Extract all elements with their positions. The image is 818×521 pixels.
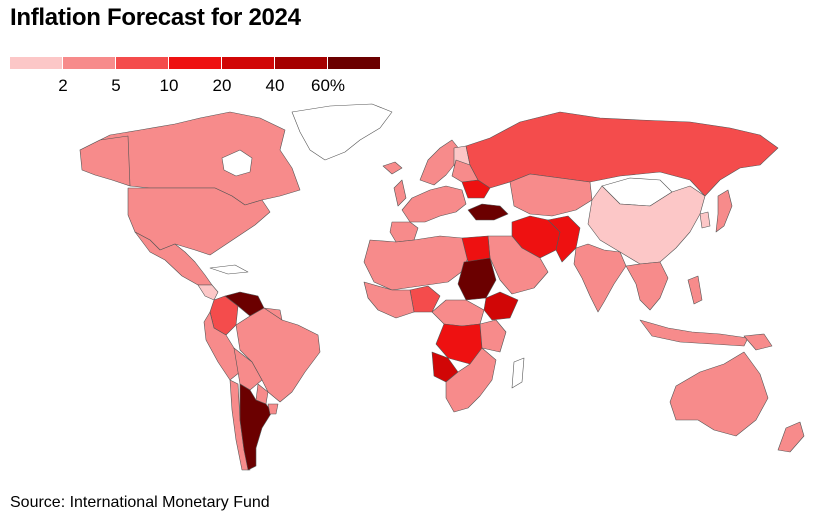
region-southern-africa — [445, 347, 497, 413]
region-greenland — [291, 103, 393, 161]
region-hudson-bay — [221, 149, 253, 177]
region-east-africa — [479, 319, 507, 353]
region-new-zealand — [777, 421, 805, 453]
legend-swatch-3 — [116, 57, 168, 69]
legend-tick-2: 5 — [111, 76, 121, 95]
region-peru — [203, 311, 241, 381]
region-chile — [229, 379, 251, 471]
region-madagascar — [511, 357, 525, 389]
region-turkey — [467, 203, 509, 221]
region-uruguay — [267, 403, 279, 415]
legend-swatch-4 — [169, 57, 221, 69]
region-alaska — [79, 135, 131, 187]
region-central-america — [197, 284, 219, 301]
region-western-europe — [401, 185, 467, 223]
region-west-africa — [363, 281, 415, 319]
region-sudan — [457, 257, 497, 301]
region-cuba — [209, 264, 249, 275]
region-png — [743, 333, 773, 351]
region-north-africa — [363, 235, 471, 291]
region-central-africa — [431, 299, 485, 327]
legend-tick-3: 10 — [159, 76, 179, 95]
region-china — [587, 185, 706, 265]
region-india — [573, 243, 627, 313]
legend-tick-1: 2 — [58, 76, 68, 95]
legend-swatch-2 — [63, 57, 115, 69]
region-mexico — [134, 231, 213, 286]
region-philippines — [687, 275, 703, 305]
region-baltics — [451, 159, 479, 183]
chart-title: Inflation Forecast for 2024 — [10, 4, 301, 31]
source-note: Source: International Monetary Fund — [10, 494, 270, 511]
legend-swatch-6 — [275, 57, 327, 69]
region-ethiopia — [483, 291, 519, 321]
legend-color-bar — [10, 57, 381, 69]
region-central-asia — [509, 173, 593, 217]
region-indonesia — [639, 319, 749, 347]
region-australia — [669, 351, 769, 437]
legend-swatch-1 — [10, 57, 62, 69]
legend-swatch-7 — [328, 57, 380, 69]
legend-swatch-5 — [222, 57, 274, 69]
world-choropleth-map — [79, 103, 805, 471]
region-pakistan — [547, 215, 581, 263]
region-japan — [715, 189, 733, 233]
legend-tick-4: 20 — [212, 76, 232, 95]
region-nigeria — [409, 285, 441, 313]
region-southeast-asia — [625, 261, 669, 311]
region-iceland — [382, 161, 403, 175]
region-uk — [393, 179, 407, 207]
legend-tick-5: 40 — [265, 76, 285, 95]
region-korea — [699, 211, 711, 229]
region-canada — [79, 111, 301, 206]
color-legend: 2 5 10 20 40 60% — [10, 57, 380, 97]
region-iberia — [389, 221, 419, 243]
legend-tick-6: 60% — [310, 76, 346, 95]
region-argentina — [239, 383, 273, 471]
region-arabia — [487, 235, 549, 295]
